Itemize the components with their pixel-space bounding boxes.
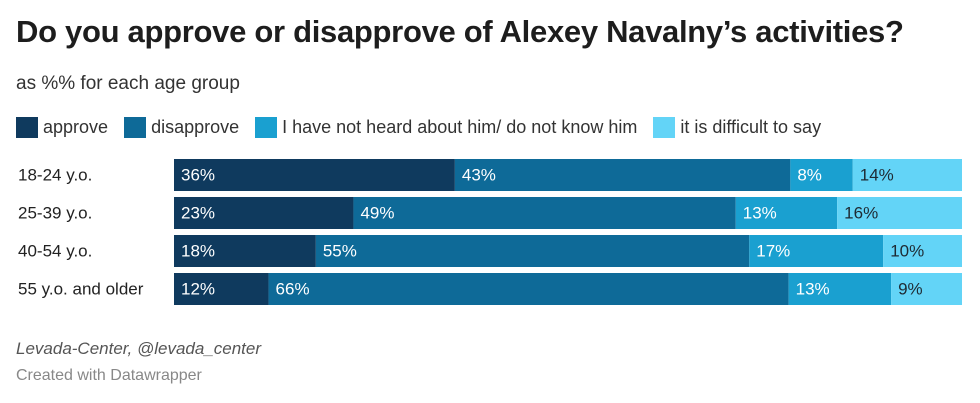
value-label: 17%	[756, 241, 790, 260]
legend-label: it is difficult to say	[680, 117, 822, 137]
bar-segment	[852, 159, 962, 191]
legend-item: I have not heard about him/ do not know …	[255, 117, 637, 138]
value-label: 36%	[181, 165, 215, 184]
value-label: 23%	[181, 203, 215, 222]
legend-label: approve	[43, 117, 109, 137]
legend-label: disapprove	[151, 117, 240, 137]
bar-segment	[353, 197, 736, 229]
bar-segment	[174, 273, 269, 305]
legend-item: it is difficult to say	[653, 117, 821, 138]
category-label: 40-54 y.o.	[18, 241, 92, 260]
credit: Created with Datawrapper	[16, 367, 202, 384]
value-label: 13%	[743, 203, 777, 222]
value-label: 8%	[797, 165, 822, 184]
subtitle: as %% for each age group	[16, 73, 240, 94]
value-label: 49%	[360, 203, 394, 222]
legend-swatch	[16, 117, 38, 138]
bar-segment	[883, 235, 962, 267]
value-label: 12%	[181, 279, 215, 298]
bar-segment	[790, 159, 853, 191]
category-label: 18-24 y.o.	[18, 165, 92, 184]
legend-item: approve	[16, 117, 108, 138]
value-label: 55%	[323, 241, 357, 260]
value-label: 14%	[860, 165, 894, 184]
bar-segment	[174, 197, 354, 229]
source: Levada-Center, @levada_center	[16, 339, 262, 358]
bar-segment	[315, 235, 750, 267]
legend-swatch	[653, 117, 676, 138]
value-label: 10%	[890, 241, 924, 260]
category-label: 25-39 y.o.	[18, 203, 92, 222]
bar-segment	[174, 235, 316, 267]
value-label: 43%	[462, 165, 496, 184]
category-label: 55 y.o. and older	[18, 279, 144, 298]
value-label: 66%	[276, 279, 310, 298]
value-label: 18%	[181, 241, 215, 260]
legend-swatch	[124, 117, 147, 138]
legend-label: I have not heard about him/ do not know …	[282, 117, 638, 137]
bar-segment	[735, 197, 838, 229]
value-label: 9%	[898, 279, 923, 298]
legend: approve disapprove I have not heard about …	[16, 117, 837, 138]
value-label: 16%	[844, 203, 878, 222]
legend-swatch	[255, 117, 278, 138]
legend-item: disapprove	[124, 117, 239, 138]
bar-segment	[454, 159, 791, 191]
bar-segment	[837, 197, 962, 229]
bar-segment	[788, 273, 892, 305]
chart-title: Do you approve or disapprove of Alexey N…	[16, 14, 904, 49]
bar-segment	[174, 159, 455, 191]
bar-segment	[749, 235, 884, 267]
value-label: 13%	[796, 279, 830, 298]
bar-segment	[891, 273, 962, 305]
bar-segment	[268, 273, 789, 305]
